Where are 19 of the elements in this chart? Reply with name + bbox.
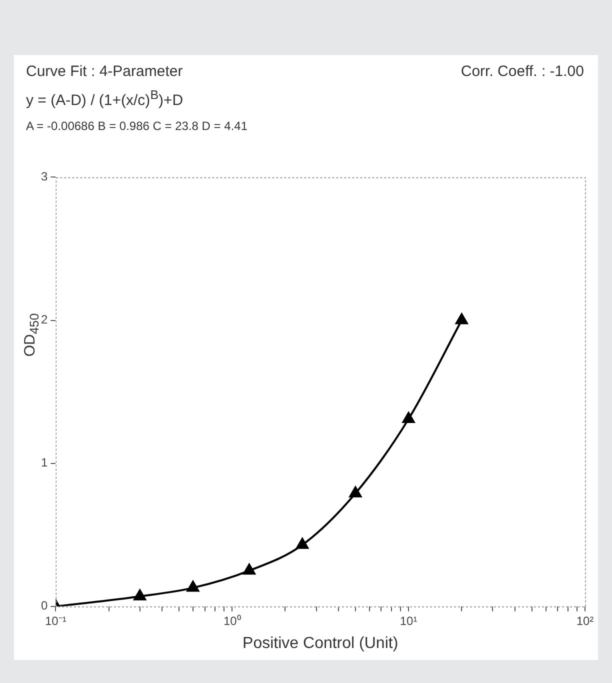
- text: Corr. Coeff. : -1.00: [460, 63, 584, 80]
- chart-title: Curve Fit : 4-Parameter: [26, 63, 183, 80]
- y-tick-label: 2: [40, 312, 48, 327]
- y-tick-label: 3: [40, 170, 48, 184]
- text: A = -0.00686 B = 0.986 C = 23.8 D = 4.41: [26, 119, 248, 133]
- x-tick-label: 10¹: [400, 614, 418, 628]
- point: [402, 412, 415, 423]
- point: [134, 589, 146, 600]
- y-tick-label: 1: [40, 456, 48, 470]
- x-tick-label: 10²: [576, 614, 594, 628]
- point: [296, 538, 309, 549]
- x-axis-title: Positive Control (Unit): [242, 634, 398, 652]
- point: [349, 486, 362, 498]
- x-tick-label: 10⁻¹: [45, 614, 66, 628]
- point: [186, 580, 200, 592]
- text: y = (A-D) / (1+(x/c)$^{B}$)+D: [26, 88, 184, 109]
- x-tick-label: 10⁰: [223, 614, 241, 628]
- y-tick-label: 0: [40, 598, 48, 613]
- point: [455, 313, 468, 324]
